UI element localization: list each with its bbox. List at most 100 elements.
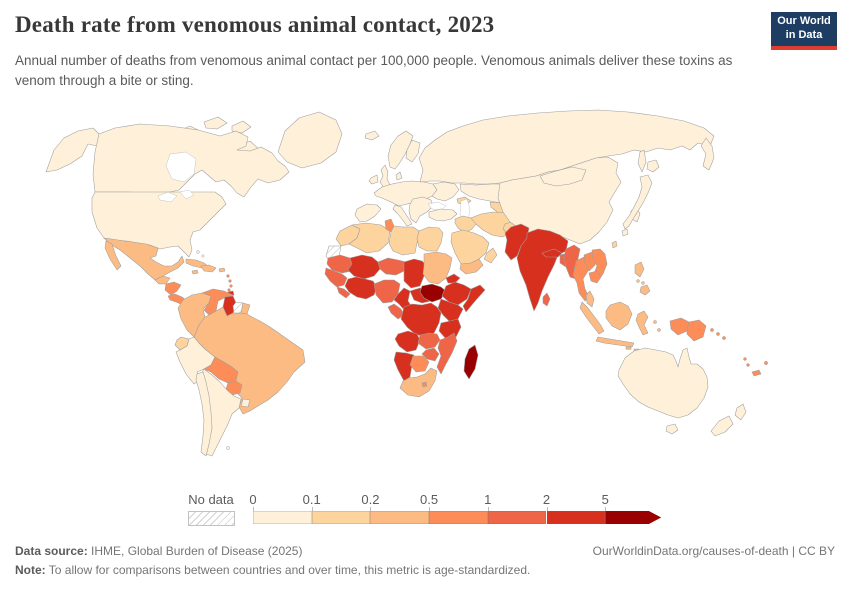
country-tasmania[interactable] xyxy=(665,423,679,435)
country-zimbabwe[interactable] xyxy=(421,347,440,362)
legend-bin-5[interactable] xyxy=(605,511,662,524)
country-yemen[interactable] xyxy=(459,258,484,275)
credit-link[interactable]: OurWorldinData.org/causes-of-death | CC … xyxy=(592,544,835,558)
country-italy[interactable] xyxy=(392,204,413,227)
country-angola[interactable] xyxy=(394,330,421,353)
country-eritrea[interactable] xyxy=(445,273,461,284)
country-puerto-rico[interactable] xyxy=(218,267,226,273)
country-australia[interactable] xyxy=(617,347,709,419)
data-source-line[interactable]: Data source: IHME, Global Burden of Dise… xyxy=(15,544,302,558)
country-japan-kyushu[interactable] xyxy=(621,228,629,237)
legend-bin-0.5[interactable] xyxy=(429,511,488,524)
country-chile[interactable] xyxy=(195,371,213,457)
country-philippines-mindanao[interactable] xyxy=(639,284,651,296)
country-lesser-antilles[interactable] xyxy=(226,274,230,278)
country-maluku[interactable] xyxy=(653,320,657,324)
legend-bin-1[interactable] xyxy=(487,511,547,524)
country-papua-new-guinea[interactable] xyxy=(686,319,707,342)
country-bahamas[interactable] xyxy=(201,254,205,258)
country-niger[interactable] xyxy=(377,257,407,276)
country-falkland-islands[interactable] xyxy=(226,446,230,450)
country-lesotho[interactable] xyxy=(421,381,428,388)
country-gabon-congo[interactable] xyxy=(387,303,405,320)
country-botswana[interactable] xyxy=(409,355,430,373)
country-ethiopia[interactable] xyxy=(441,281,472,306)
country-eastern-europe[interactable] xyxy=(431,181,460,202)
owid-logo[interactable]: Our World in Data xyxy=(771,12,837,50)
country-solomon-islands[interactable] xyxy=(716,332,720,336)
country-vanuatu[interactable] xyxy=(746,363,750,367)
country-tanzania[interactable] xyxy=(438,318,462,340)
country-namibia[interactable] xyxy=(393,351,415,382)
country-sri-lanka[interactable] xyxy=(542,292,551,307)
country-saudi-arabia[interactable] xyxy=(450,229,490,265)
legend-bin-0.2[interactable] xyxy=(370,511,430,524)
country-venezuela[interactable] xyxy=(201,288,234,316)
country-solomon-islands[interactable] xyxy=(710,328,714,332)
country-turkey[interactable] xyxy=(428,208,458,222)
country-united-kingdom[interactable] xyxy=(379,164,391,189)
country-japan-hokkaido[interactable] xyxy=(646,159,660,173)
country-usa[interactable] xyxy=(91,191,227,258)
country-lesser-antilles[interactable] xyxy=(229,284,233,288)
country-norway-sweden[interactable] xyxy=(387,130,414,170)
country-mali[interactable] xyxy=(347,254,381,280)
country-oman[interactable] xyxy=(483,247,498,264)
country-iberia[interactable] xyxy=(354,203,382,223)
world-map[interactable] xyxy=(0,100,850,490)
country-bahamas[interactable] xyxy=(196,250,200,254)
country-india[interactable] xyxy=(516,228,569,312)
country-madagascar[interactable] xyxy=(463,344,479,380)
country-guatemala[interactable] xyxy=(154,275,171,285)
country-libya[interactable] xyxy=(388,225,420,256)
country-solomon-islands[interactable] xyxy=(722,336,726,340)
country-philippines-luzon[interactable] xyxy=(634,261,645,278)
country-russia-sakhalin[interactable] xyxy=(637,149,647,173)
country-ivory-coast-ghana[interactable] xyxy=(344,276,378,300)
country-arctic-islands[interactable] xyxy=(203,116,228,130)
country-honduras-nicaragua[interactable] xyxy=(164,281,182,296)
country-syria-iraq[interactable] xyxy=(454,215,478,234)
country-suriname[interactable] xyxy=(232,301,244,314)
country-west-papua[interactable] xyxy=(669,317,690,336)
legend-bin-2[interactable] xyxy=(546,511,606,524)
country-mongolia[interactable] xyxy=(539,166,587,187)
country-borneo[interactable] xyxy=(605,301,633,331)
country-taiwan[interactable] xyxy=(611,240,618,249)
country-sumatra[interactable] xyxy=(579,301,605,335)
country-japan-honshu[interactable] xyxy=(622,174,653,230)
country-pakistan[interactable] xyxy=(504,223,530,261)
country-lesser-antilles[interactable] xyxy=(228,279,232,283)
country-egypt[interactable] xyxy=(416,226,444,252)
country-vanuatu[interactable] xyxy=(743,357,747,361)
country-alaska[interactable] xyxy=(45,127,100,173)
country-arctic-islands[interactable] xyxy=(231,120,252,134)
country-ireland[interactable] xyxy=(368,174,379,185)
country-philippines-visayas[interactable] xyxy=(636,279,640,283)
country-greenland[interactable] xyxy=(277,111,343,169)
country-mexico-baja[interactable] xyxy=(104,240,122,271)
country-hispaniola[interactable] xyxy=(200,264,217,273)
country-mozambique[interactable] xyxy=(436,332,458,375)
country-jamaica[interactable] xyxy=(191,269,199,275)
country-cambodia[interactable] xyxy=(588,270,602,284)
country-mexico[interactable] xyxy=(103,237,185,281)
country-algeria[interactable] xyxy=(348,222,391,254)
country-lesser-sunda[interactable] xyxy=(625,346,632,350)
country-new-caledonia[interactable] xyxy=(751,369,762,377)
country-iceland[interactable] xyxy=(364,130,380,141)
no-data-swatch[interactable] xyxy=(188,511,235,526)
country-new-zealand-north[interactable] xyxy=(734,403,747,421)
legend-bin-0.1[interactable] xyxy=(311,511,371,524)
country-south-africa[interactable] xyxy=(399,367,438,398)
country-new-zealand-south[interactable] xyxy=(710,415,734,437)
country-russia-kamchatka[interactable] xyxy=(700,137,715,171)
country-sulawesi[interactable] xyxy=(635,310,649,336)
legend-bin-0[interactable] xyxy=(253,511,312,524)
country-chad[interactable] xyxy=(403,258,427,289)
country-java[interactable] xyxy=(595,336,635,348)
country-balkans[interactable] xyxy=(408,196,434,224)
country-malaysia[interactable] xyxy=(585,290,595,308)
country-philippines-visayas[interactable] xyxy=(641,281,645,285)
country-finland[interactable] xyxy=(405,139,421,163)
